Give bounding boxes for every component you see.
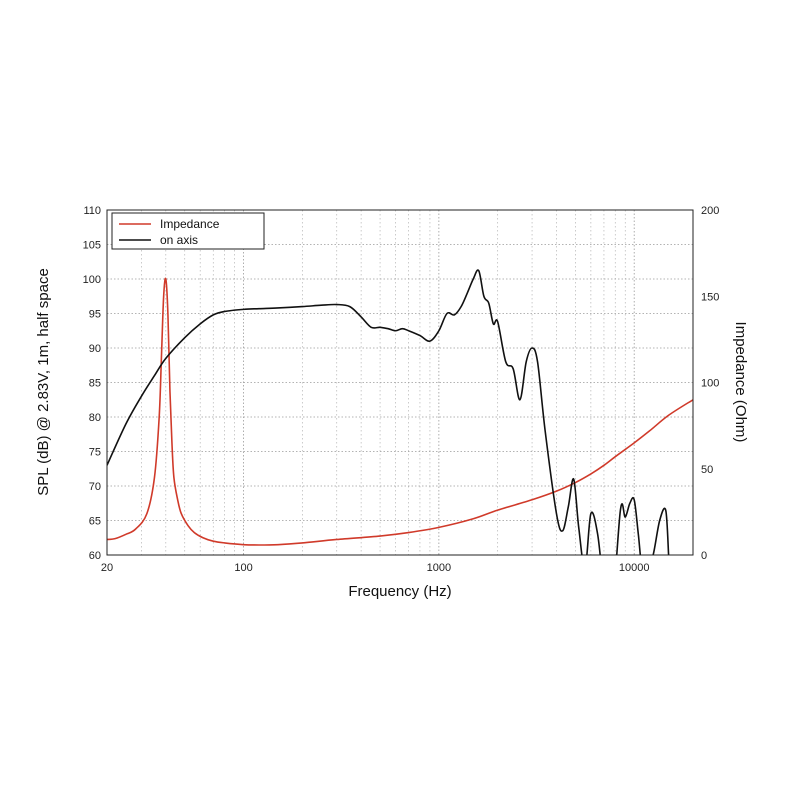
y-tick-label: 60 <box>89 550 101 562</box>
y-tick-label: 90 <box>89 343 101 355</box>
y2-tick-label: 200 <box>701 205 719 217</box>
series-line-impedance <box>107 277 693 546</box>
x-tick-label: 1000 <box>427 562 451 574</box>
plot-lines <box>107 269 693 555</box>
y-axis-title: SPL (dB) @ 2.83V, 1m, half space <box>35 268 52 496</box>
x-tick-label: 10000 <box>619 562 650 574</box>
y2-tick-label: 50 <box>701 464 713 476</box>
legend-label-on-axis: on axis <box>160 233 198 247</box>
x-tick-label: 20 <box>101 562 113 574</box>
y2-tick-label: 100 <box>701 378 719 390</box>
y-tick-label: 75 <box>89 447 101 459</box>
y-tick-label: 105 <box>83 240 101 252</box>
axis-titles: Frequency (Hz) SPL (dB) @ 2.83V, 1m, hal… <box>35 268 749 600</box>
legend-box <box>111 212 265 250</box>
y-tick-label: 70 <box>89 481 101 493</box>
y-tick-label: 110 <box>83 205 101 217</box>
y-tick-label: 80 <box>89 412 101 424</box>
y2-axis-title: Impedance (Ohm) <box>732 322 749 443</box>
x-axis-title: Frequency (Hz) <box>348 583 451 600</box>
y-tick-label: 100 <box>83 274 101 286</box>
ticks: 20 100 1000 10000 60 65 70 75 80 85 90 95 100 105 110 0… <box>83 205 720 574</box>
series-line-on-axis <box>107 269 670 555</box>
y2-tick-label: 0 <box>701 550 707 562</box>
x-tick-label: 100 <box>234 562 252 574</box>
y-tick-label: 85 <box>89 378 101 390</box>
plot-frame <box>106 209 694 556</box>
y2-tick-label: 150 <box>701 291 719 303</box>
grid <box>107 210 693 555</box>
legend-label-impedance: Impedance <box>160 217 220 231</box>
y-tick-label: 65 <box>89 516 101 528</box>
legend: Impedance on axis <box>111 212 265 250</box>
y-tick-label: 95 <box>89 309 101 321</box>
